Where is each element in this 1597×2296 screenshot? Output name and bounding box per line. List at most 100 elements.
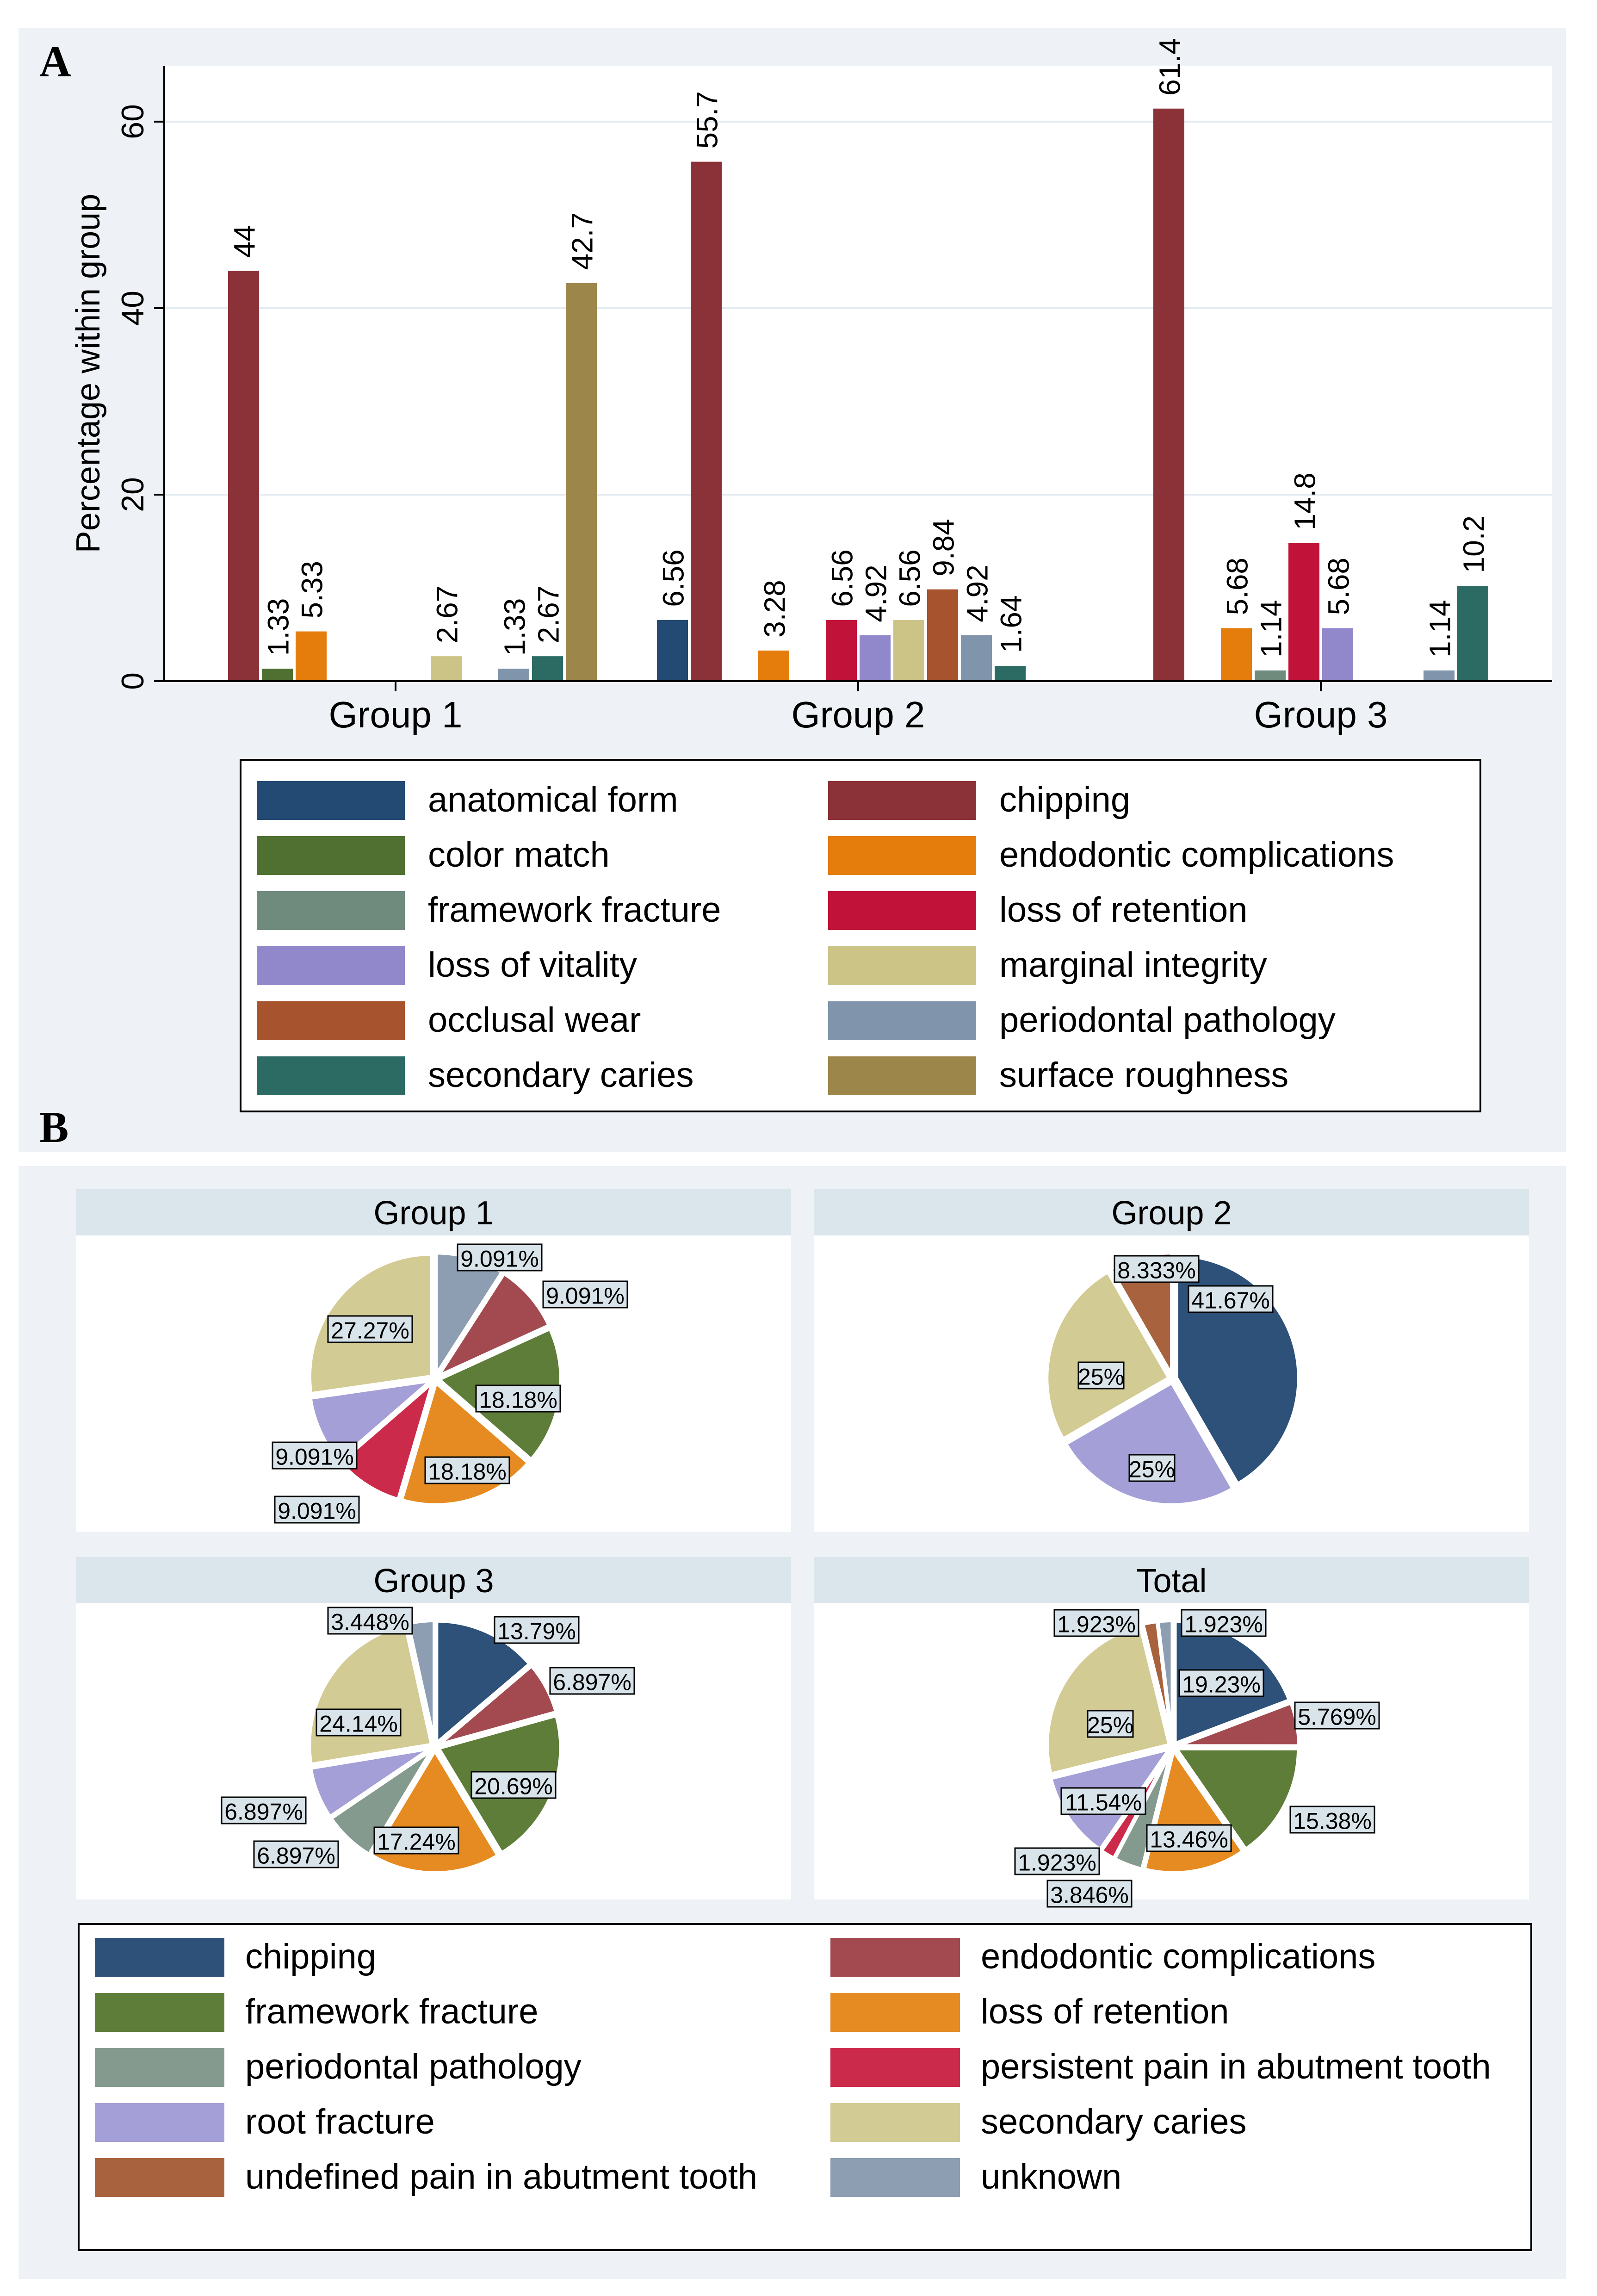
y-tick-label: 20: [115, 477, 150, 512]
pie-label-box: [1289, 1806, 1375, 1834]
pie-value-label: 9.091%: [275, 1444, 354, 1470]
bar-secondary-caries: [1457, 586, 1488, 681]
pie-legend-label-loss-of-retention: loss of retention: [981, 1992, 1229, 2031]
legend-label-anatomical-form: anatomical form: [428, 780, 678, 819]
pie-value-label: 15.38%: [1293, 1808, 1372, 1834]
pie-value-label: 27.27%: [331, 1318, 409, 1344]
pie-value-label: 1.923%: [1184, 1612, 1263, 1638]
pie-label-box: [1128, 1454, 1176, 1482]
pie-label-box: [1114, 1255, 1200, 1283]
bar-loss-of-vitality: [1322, 628, 1353, 681]
legend-label-marginal-integrity: marginal integrity: [999, 945, 1267, 985]
panel-b-letter: B: [39, 1103, 68, 1152]
y-axis-label: Percentage within group: [70, 194, 107, 553]
pie-label-box: [549, 1667, 635, 1695]
pie-value-label: 18.18%: [428, 1459, 507, 1485]
pie-value-label: 25%: [1087, 1713, 1133, 1738]
legend-label-chipping: chipping: [999, 780, 1130, 819]
pie-value-label: 9.091%: [546, 1283, 625, 1309]
pie-label-box: [1077, 1361, 1125, 1390]
pie-label-box: [1146, 1824, 1232, 1852]
bar-value-label: 1.33: [262, 598, 295, 656]
pie-label-box: [470, 1771, 557, 1799]
bar-value-label: 2.67: [431, 586, 464, 644]
pie-legend-swatch-secondary-caries: [830, 2103, 960, 2142]
pie-label-box: [272, 1441, 358, 1470]
x-tick-label: Group 2: [791, 694, 925, 735]
pie-value-label: 18.18%: [479, 1387, 557, 1413]
bar-chipping: [1153, 108, 1184, 681]
legend-swatch-color-match: [257, 836, 405, 875]
legend-label-periodontal-pathology: periodontal pathology: [999, 1000, 1336, 1040]
pie-slice-unknown: [1156, 1619, 1175, 1744]
bar-value-label: 14.8: [1288, 472, 1322, 530]
pie-title: Group 1: [373, 1195, 494, 1232]
pie-legend-label-framework-fracture: framework fracture: [245, 1992, 539, 2031]
pie-label-box: [1014, 1847, 1100, 1875]
pie-legend-swatch-persistent-pain-in-abutment-tooth: [830, 2048, 960, 2087]
pie-value-label: 8.333%: [1117, 1258, 1196, 1284]
pie-title: Group 2: [1111, 1195, 1232, 1232]
bar-value-label: 42.7: [566, 212, 599, 270]
pie-label-box: [475, 1384, 561, 1413]
pie-legend-label-persistent-pain-in-abutment-tooth: persistent pain in abutment tooth: [981, 2047, 1491, 2086]
pie-value-label: 19.23%: [1182, 1672, 1261, 1698]
bar-marginal-integrity: [431, 656, 462, 681]
pie-title-bar: [814, 1189, 1529, 1235]
bar-loss-of-retention: [826, 620, 857, 681]
pie-label-box: [1178, 1669, 1264, 1697]
pie-label-box: [1188, 1285, 1274, 1313]
bar-loss-of-retention: [1288, 543, 1319, 681]
pie-title-bar: [76, 1557, 791, 1603]
bar-endodontic-complications: [1221, 628, 1252, 681]
bar-value-label: 1.33: [498, 598, 532, 656]
pie-value-label: 1.923%: [1057, 1612, 1136, 1638]
legend-label-secondary-caries: secondary caries: [428, 1055, 694, 1095]
legend-swatch-occlusal-wear: [257, 1001, 405, 1040]
pie-legend-swatch-endodontic-complications: [830, 1938, 960, 1977]
pie-label-box: [494, 1616, 580, 1644]
bar-value-label: 1.64: [995, 595, 1028, 653]
bar-secondary-caries: [532, 656, 563, 681]
bar-value-label: 4.92: [860, 565, 893, 622]
pie-slice-secondary-caries: [1045, 1269, 1172, 1442]
pie-legend-swatch-periodontal-pathology: [95, 2048, 224, 2087]
legend-label-loss-of-retention: loss of retention: [999, 890, 1248, 930]
bar-value-label: 2.67: [532, 586, 565, 644]
pie-value-label: 1.923%: [1018, 1850, 1096, 1876]
y-tick-label: 40: [115, 291, 150, 326]
pie-value-label: 6.897%: [257, 1843, 335, 1869]
pie-legend-label-secondary-caries: secondary caries: [981, 2102, 1247, 2141]
x-tick-label: Group 1: [328, 694, 462, 735]
pie-label-box: [253, 1840, 339, 1868]
pie-slice-root-fracture: [308, 1746, 433, 1820]
pie-legend-label-unknown: unknown: [981, 2157, 1121, 2197]
bar-value-label: 10.2: [1457, 515, 1491, 573]
y-tick-label: 60: [115, 104, 150, 139]
pie-value-label: 6.897%: [224, 1799, 303, 1825]
x-tick-label: Group 3: [1254, 694, 1387, 735]
pie-slice-endodontic-complications: [433, 1271, 552, 1381]
legend-swatch-periodontal-pathology: [828, 1001, 976, 1040]
bar-anatomical-form: [657, 620, 688, 681]
bar-value-label: 1.14: [1255, 600, 1288, 658]
pie-slice-chipping: [434, 1619, 532, 1748]
pie-value-label: 20.69%: [474, 1774, 553, 1800]
bar-color-match: [262, 669, 293, 681]
pie-value-label: 25%: [1129, 1457, 1175, 1483]
pie-label-box: [1053, 1609, 1139, 1637]
bar-framework-fracture: [1255, 670, 1286, 681]
legend-swatch-marginal-integrity: [828, 946, 976, 985]
bar-secondary-caries: [995, 665, 1026, 681]
pie-label-box: [327, 1315, 413, 1343]
pie-label-box: [1060, 1787, 1146, 1815]
pie-legend-swatch-framework-fracture: [95, 1993, 224, 2032]
bar-value-label: 1.14: [1424, 600, 1457, 658]
pie-legend-label-endodontic-complications: endodontic complications: [981, 1937, 1375, 1976]
pie-label-box: [424, 1456, 510, 1484]
y-tick-label: 0: [115, 672, 150, 690]
pie-value-label: 13.79%: [497, 1619, 576, 1644]
pie-legend-swatch-root-fracture: [95, 2103, 224, 2142]
bar-value-label: 55.7: [691, 91, 724, 149]
